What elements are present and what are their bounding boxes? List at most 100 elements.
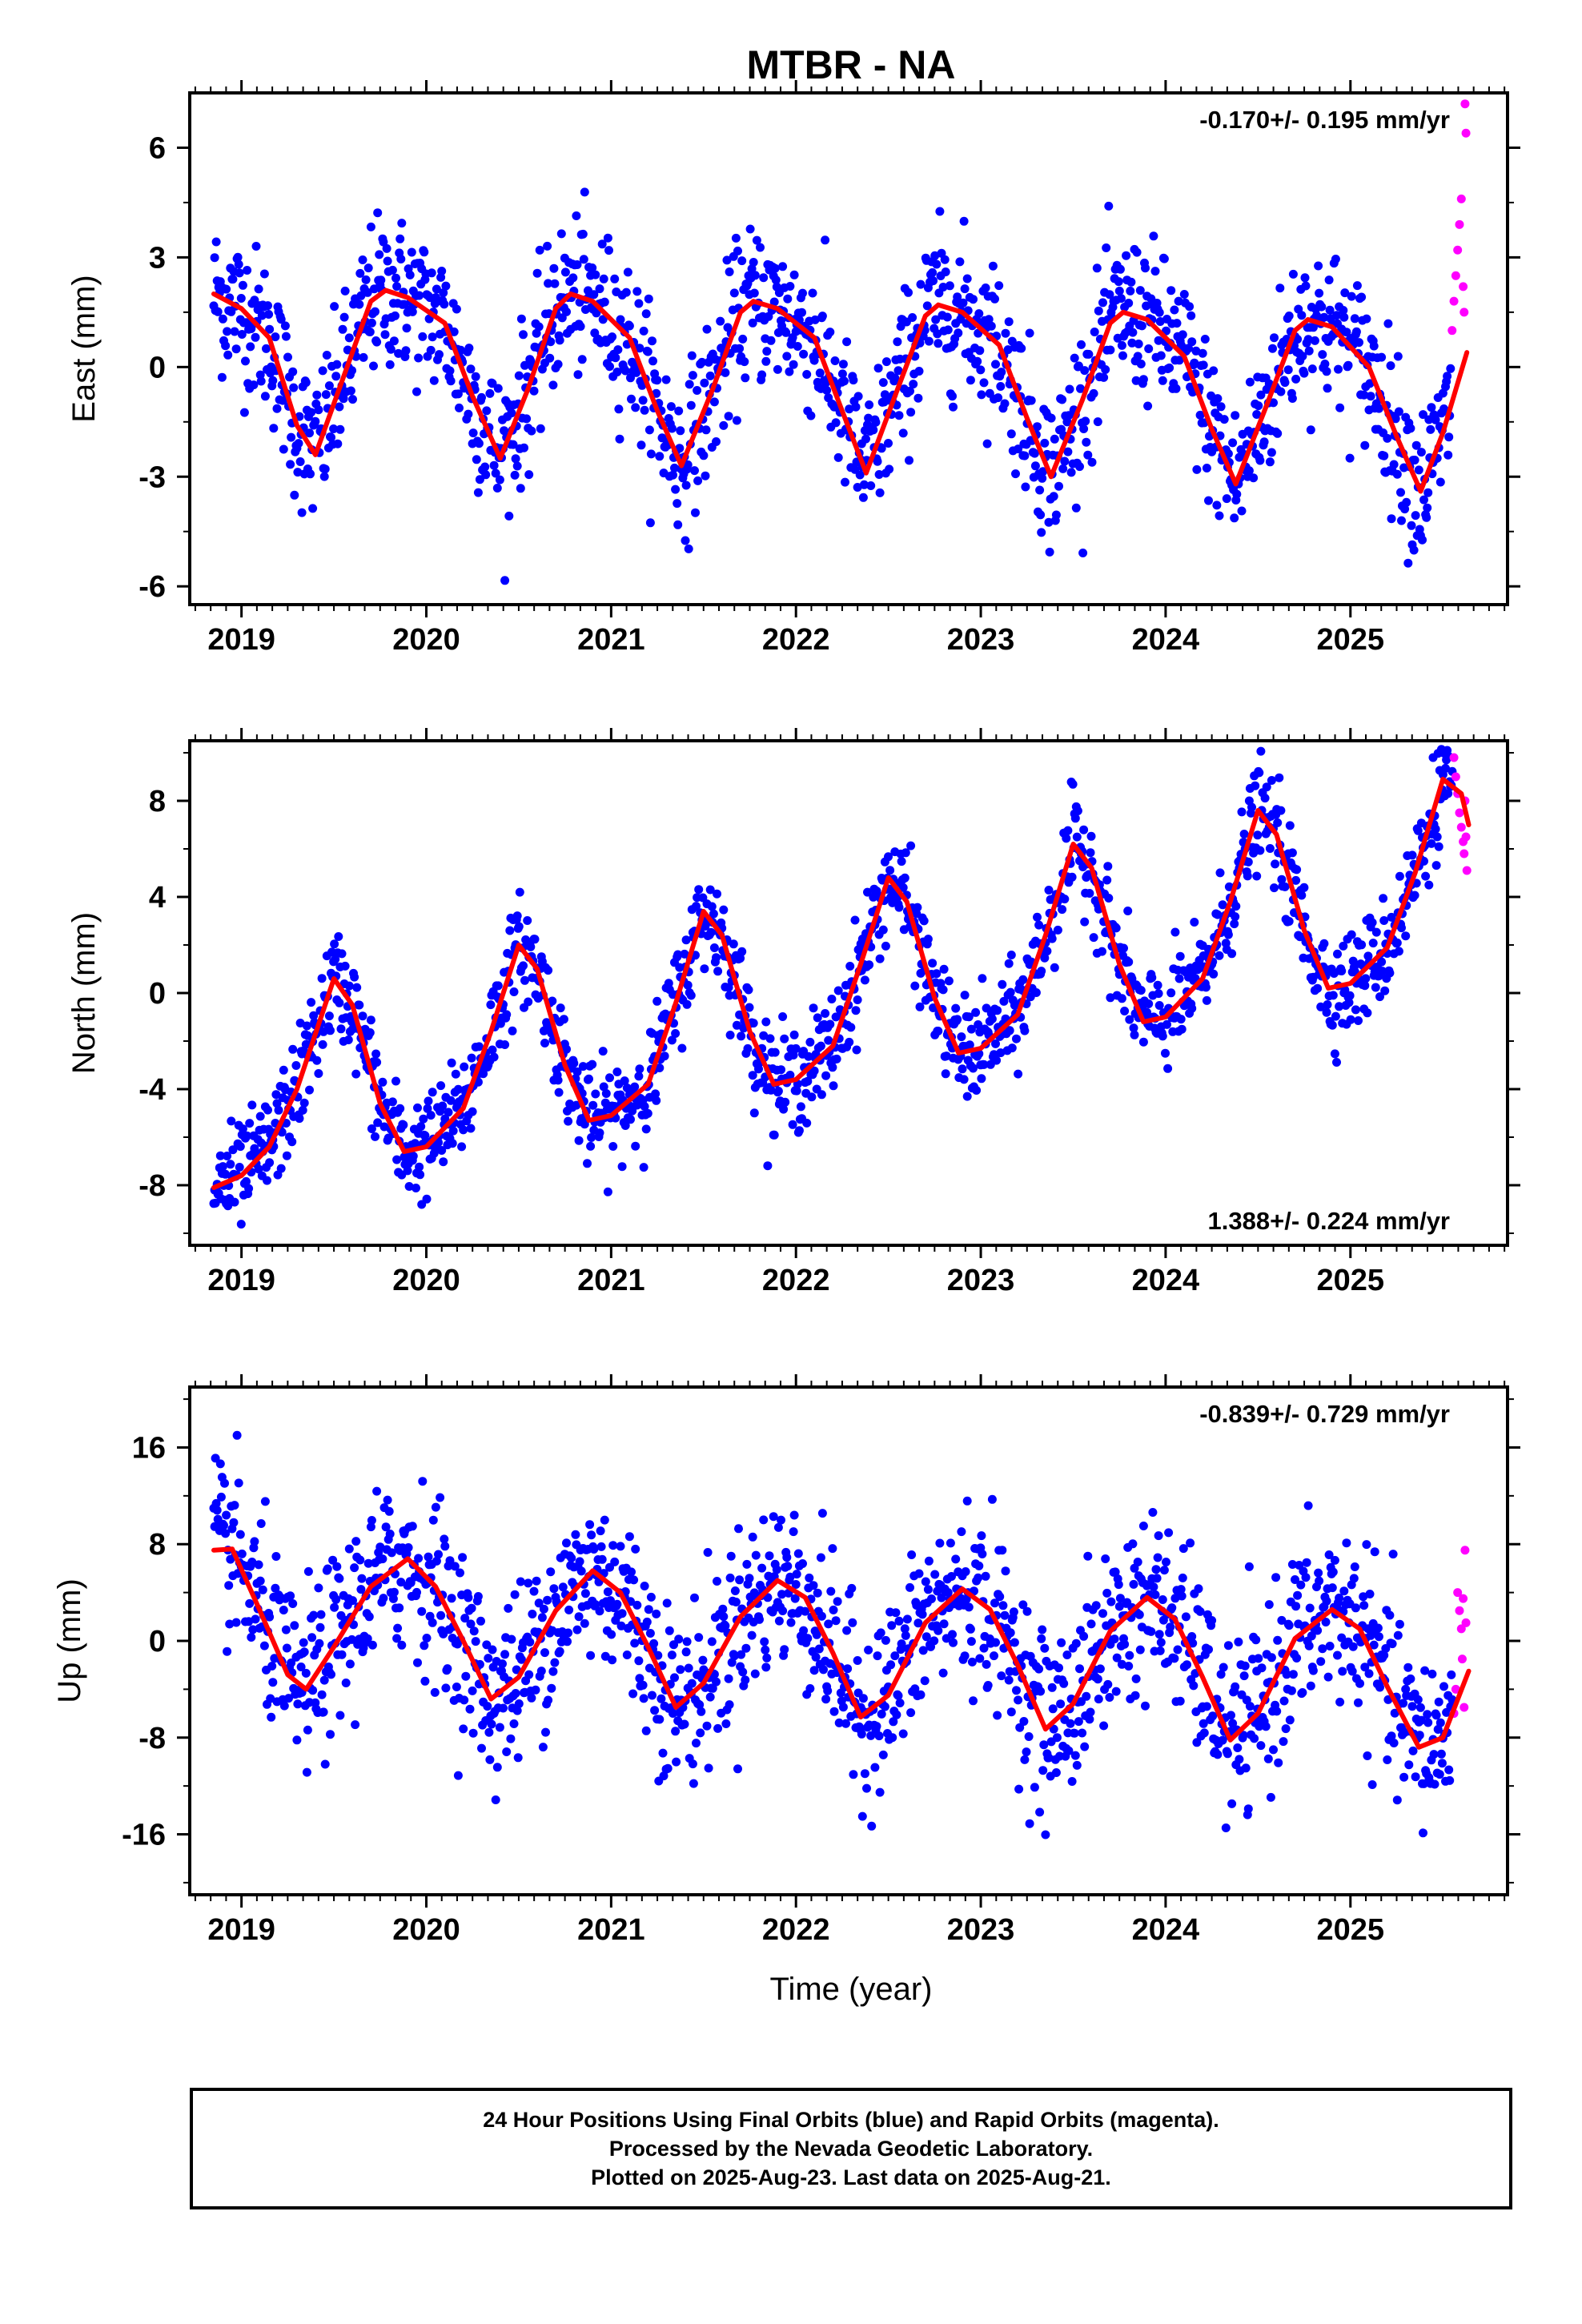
final-orbit-point: [1247, 802, 1256, 812]
final-orbit-point: [1399, 1699, 1408, 1708]
final-orbit-point: [1351, 1603, 1360, 1613]
final-orbit-point: [554, 1088, 564, 1097]
final-orbit-point: [973, 356, 982, 366]
panel2-ytick-label: 8: [149, 785, 166, 818]
final-orbit-point: [1209, 366, 1219, 376]
final-orbit-point: [871, 417, 881, 427]
final-orbit-point: [1265, 457, 1275, 467]
final-orbit-point: [210, 253, 219, 263]
final-orbit-point: [847, 1583, 857, 1593]
final-orbit-point: [976, 365, 986, 375]
final-orbit-point: [990, 1598, 999, 1608]
final-orbit-point: [256, 376, 266, 386]
final-orbit-point: [766, 1085, 776, 1095]
final-orbit-point: [817, 1090, 826, 1100]
final-orbit-point: [337, 949, 347, 959]
final-orbit-point: [1003, 345, 1013, 355]
final-orbit-point: [789, 270, 799, 279]
final-orbit-point: [1020, 1755, 1030, 1764]
panel3-rapid-orbit-point: [1455, 1606, 1464, 1615]
final-orbit-point: [1135, 1645, 1145, 1655]
final-orbit-point: [648, 336, 656, 346]
final-orbit-point: [556, 229, 566, 239]
final-orbit-point: [798, 288, 807, 298]
final-orbit-point: [732, 416, 741, 425]
final-orbit-point: [696, 1728, 705, 1738]
final-orbit-point: [596, 1526, 605, 1536]
final-orbit-point: [572, 1067, 582, 1076]
final-orbit-point: [913, 903, 922, 912]
final-orbit-point: [1086, 831, 1096, 841]
final-orbit-point: [829, 1707, 839, 1716]
final-orbit-point: [588, 263, 597, 272]
final-orbit-point: [893, 337, 902, 347]
final-orbit-point: [1427, 403, 1436, 412]
final-orbit-point: [1022, 1606, 1032, 1616]
final-orbit-point: [1072, 832, 1082, 842]
final-orbit-point: [998, 979, 1007, 989]
final-orbit-point: [348, 1596, 357, 1606]
final-orbit-point: [1280, 882, 1290, 891]
final-orbit-point: [1422, 513, 1431, 522]
final-orbit-point: [1010, 1638, 1019, 1647]
final-orbit-point: [302, 1767, 311, 1777]
final-orbit-point: [474, 1042, 484, 1051]
final-orbit-point: [1270, 883, 1279, 893]
final-orbit-point: [1049, 492, 1058, 501]
final-orbit-point: [639, 1694, 648, 1703]
final-orbit-point: [1052, 1733, 1062, 1743]
final-orbit-point: [493, 981, 503, 991]
final-orbit-point: [589, 290, 599, 300]
final-orbit-point: [1239, 1671, 1249, 1681]
final-orbit-point: [267, 1712, 276, 1722]
final-orbit-point: [426, 345, 436, 355]
final-orbit-point: [1204, 1645, 1213, 1655]
final-orbit-point: [1416, 448, 1426, 457]
final-orbit-point: [429, 376, 439, 385]
final-orbit-point: [841, 1719, 850, 1728]
final-orbit-point: [1237, 807, 1247, 817]
final-orbit-point: [1385, 968, 1395, 978]
final-orbit-point: [245, 1598, 255, 1608]
final-orbit-point: [763, 1161, 773, 1171]
final-orbit-point: [942, 312, 952, 322]
final-orbit-point: [1276, 387, 1286, 396]
final-orbit-point: [234, 1478, 243, 1488]
final-orbit-point: [1102, 875, 1112, 885]
final-orbit-point: [1299, 368, 1309, 378]
final-orbit-point: [646, 449, 656, 459]
final-orbit-point: [524, 1670, 534, 1679]
final-orbit-point: [287, 432, 296, 442]
final-orbit-point: [1114, 286, 1124, 296]
final-orbit-point: [611, 353, 620, 363]
final-orbit-point: [1093, 1675, 1102, 1684]
final-orbit-point: [838, 360, 848, 369]
final-orbit-point: [1342, 328, 1351, 337]
final-orbit-point: [921, 1577, 930, 1586]
final-orbit-point: [1385, 1610, 1395, 1620]
final-orbit-point: [797, 308, 806, 317]
final-orbit-point: [519, 961, 528, 971]
final-orbit-point: [897, 1639, 906, 1649]
final-orbit-point: [1072, 1760, 1082, 1770]
final-orbit-point: [467, 1053, 476, 1063]
final-orbit-point: [913, 393, 923, 403]
final-orbit-point: [757, 1563, 767, 1573]
final-orbit-point: [897, 857, 906, 866]
final-orbit-point: [546, 337, 556, 347]
final-orbit-point: [1067, 1777, 1077, 1786]
panel2-rapid-orbit-point: [1449, 753, 1459, 762]
final-orbit-point: [1215, 951, 1224, 960]
final-orbit-point: [321, 390, 331, 400]
final-orbit-point: [1273, 818, 1283, 827]
final-orbit-point: [699, 451, 709, 460]
final-orbit-point: [1322, 367, 1331, 376]
final-orbit-point: [591, 1089, 600, 1099]
final-orbit-point: [1086, 848, 1095, 858]
final-orbit-point: [1375, 1683, 1384, 1692]
final-orbit-point: [1060, 895, 1070, 904]
final-orbit-point: [230, 1501, 239, 1510]
final-orbit-point: [1128, 328, 1138, 337]
final-orbit-point: [741, 1643, 751, 1653]
final-orbit-point: [781, 1097, 790, 1107]
